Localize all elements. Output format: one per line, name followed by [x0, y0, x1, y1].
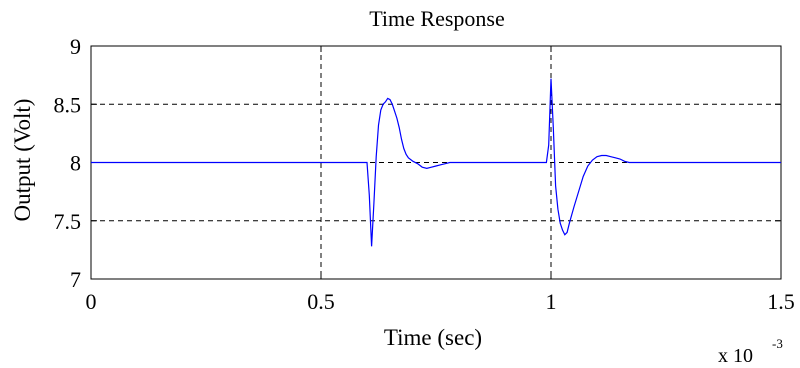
y-tick-label: 9 [70, 34, 81, 59]
x-axis-multiplier-exponent: -3 [772, 336, 783, 351]
x-axis-label: Time (sec) [384, 325, 482, 350]
x-tick-label: 0 [86, 289, 97, 314]
y-tick-label: 8 [70, 151, 81, 176]
tick-labels: 0 0.5 1 1.5 7 7.5 8 8.5 9 [54, 34, 795, 314]
output-voltage-line [91, 78, 781, 247]
x-axis-multiplier: x 10 [718, 345, 753, 367]
y-tick-label: 7.5 [54, 209, 82, 234]
x-tick-label: 1.5 [767, 289, 795, 314]
y-tick-label: 8.5 [54, 92, 82, 117]
chart-title: Time Response [369, 6, 504, 31]
y-tick-label: 7 [70, 267, 81, 292]
x-tick-label: 1 [546, 289, 557, 314]
x-tick-label: 0.5 [307, 289, 335, 314]
y-axis-label: Output (Volt) [10, 99, 35, 222]
